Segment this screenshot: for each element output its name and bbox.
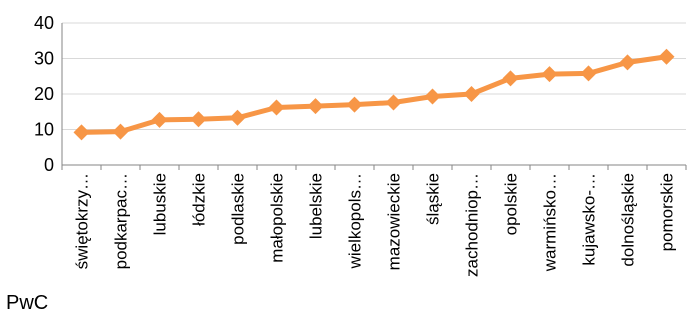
data-point bbox=[73, 124, 90, 141]
x-tick-label: świętokrzy… bbox=[73, 173, 92, 269]
source-label: PwC bbox=[6, 292, 49, 314]
x-tick-label: zachodniop… bbox=[463, 173, 482, 277]
data-point bbox=[502, 70, 519, 87]
x-tick-label: dolnośląskie bbox=[619, 173, 638, 267]
y-tick-label: 0 bbox=[44, 155, 54, 175]
x-tick-label: kujawsko-… bbox=[580, 173, 599, 266]
x-tick-label: podkarpac… bbox=[112, 173, 131, 269]
data-point bbox=[424, 88, 441, 105]
data-point bbox=[268, 99, 285, 116]
data-point bbox=[619, 54, 636, 71]
data-point bbox=[151, 111, 168, 128]
x-tick-label: opolskie bbox=[502, 173, 521, 235]
data-point bbox=[580, 65, 597, 82]
x-tick-label: łódzkie bbox=[190, 173, 209, 226]
data-point bbox=[307, 98, 324, 115]
data-point bbox=[190, 111, 207, 128]
gridlines bbox=[62, 22, 686, 130]
data-point bbox=[385, 94, 402, 111]
y-tick-label: 20 bbox=[34, 84, 54, 104]
x-tick-label: mazowieckie bbox=[385, 173, 404, 270]
x-tick-label: śląskie bbox=[424, 173, 443, 225]
series bbox=[73, 48, 675, 141]
data-point bbox=[346, 96, 363, 113]
x-tick-labels: świętokrzy… podkarpac… lubuskie łódzkie podl… bbox=[73, 173, 677, 277]
x-tick-label: lubuskie bbox=[151, 173, 170, 235]
x-tick-label: małopolskie bbox=[268, 173, 287, 263]
y-tick-label: 40 bbox=[34, 13, 54, 33]
data-point bbox=[658, 48, 675, 65]
x-tick-label: lubelskie bbox=[307, 173, 326, 239]
x-tick-label: pomorskie bbox=[658, 173, 677, 251]
series-line bbox=[79, 54, 669, 135]
y-tick-label: 10 bbox=[34, 120, 54, 140]
data-point bbox=[229, 109, 246, 126]
x-tick-label: podlaskie bbox=[229, 173, 248, 245]
data-point bbox=[541, 66, 558, 83]
x-tick-label: wielkopols… bbox=[346, 173, 365, 269]
data-point bbox=[463, 86, 480, 102]
x-tick-label: warmińsko… bbox=[541, 173, 560, 272]
y-tick-labels: 0 10 20 30 40 bbox=[34, 13, 54, 175]
data-point bbox=[112, 123, 129, 140]
y-tick-label: 30 bbox=[34, 49, 54, 69]
axes bbox=[61, 23, 687, 170]
